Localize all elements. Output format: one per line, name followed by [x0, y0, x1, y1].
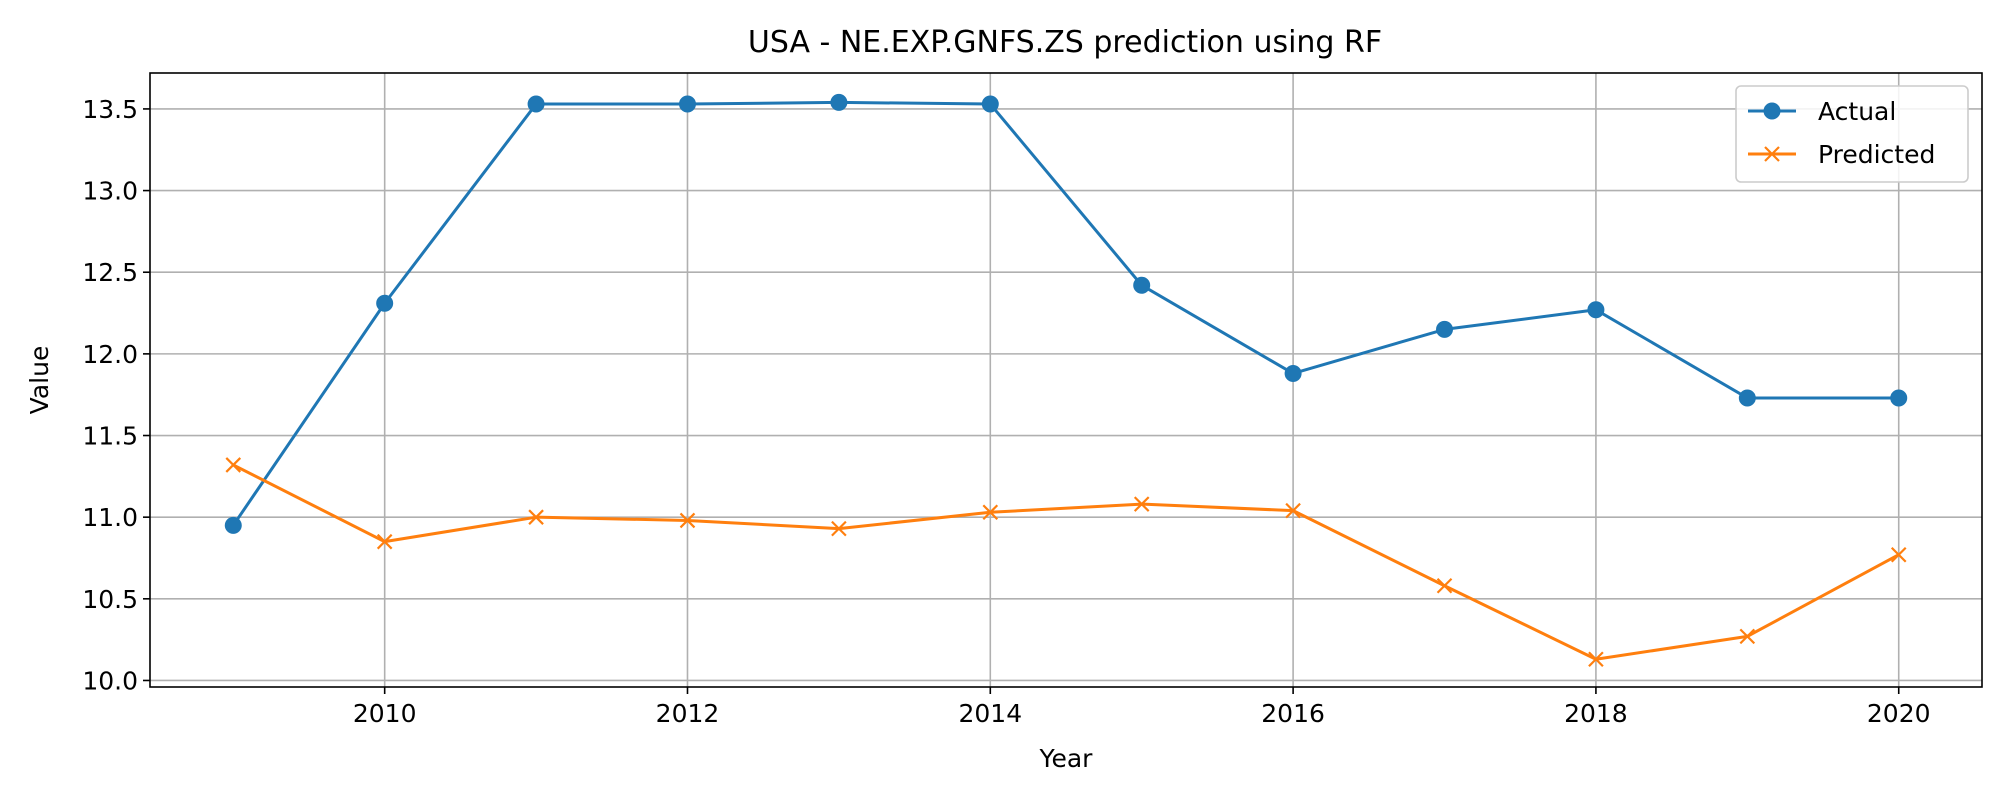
axis-ticks: 2010 2012 2014 2016 2018 2020 10.0 10.5 11.0 11.5…: [82, 95, 1930, 728]
data-point-actual: [1284, 364, 1302, 382]
data-point-predicted: [831, 520, 847, 537]
data-point-actual: [1436, 320, 1454, 338]
data-point-predicted: [1588, 651, 1604, 668]
data-point-predicted: [1890, 546, 1907, 563]
data-point-actual: [527, 95, 545, 113]
data-point-predicted: [1133, 496, 1150, 512]
data-point-actual: [981, 95, 999, 113]
y-tick-label: 10.5: [82, 585, 138, 614]
x-marker-stroke: [225, 457, 242, 473]
legend-label-actual: Actual: [1818, 97, 1896, 126]
x-axis-label: Year: [1039, 744, 1094, 773]
chart-title: USA - NE.EXP.GNFS.ZS prediction using RF: [748, 25, 1382, 60]
x-tick-label: 2018: [1564, 699, 1628, 728]
x-marker-stroke: [1285, 502, 1301, 519]
data-point-predicted: [1436, 577, 1453, 594]
y-tick-label: 12.0: [82, 340, 138, 369]
x-tick-label: 2014: [958, 699, 1022, 728]
y-tick-label: 13.0: [82, 177, 138, 206]
y-tick-label: 11.0: [82, 503, 138, 532]
data-point-predicted: [528, 509, 544, 525]
data-point-actual: [376, 294, 394, 312]
y-tick-label: 13.5: [82, 95, 138, 124]
series-line-actual: [232, 100, 1899, 527]
plot-frame: [149, 72, 1983, 688]
x-marker-stroke: [1133, 496, 1150, 512]
data-point-predicted: [376, 533, 393, 550]
x-tick-label: 2016: [1261, 699, 1325, 728]
x-marker-stroke: [1739, 628, 1756, 645]
data-point-actual: [1587, 301, 1605, 319]
x-marker-stroke: [831, 520, 847, 537]
x-marker-stroke: [1588, 651, 1604, 668]
legend-marker-predicted: [1764, 146, 1780, 162]
series-predicted: [225, 457, 1907, 668]
data-point-actual: [1133, 276, 1151, 294]
x-marker-stroke: [1890, 546, 1907, 563]
series-group: [224, 93, 1908, 668]
legend-marker-actual: [1763, 102, 1781, 120]
y-axis-label: Value: [25, 346, 54, 415]
x-marker-stroke: [982, 504, 999, 521]
x-tick-label: 2012: [656, 699, 720, 728]
data-point-actual: [224, 516, 242, 534]
x-marker-stroke: [528, 509, 544, 525]
legend-label-predicted: Predicted: [1818, 140, 1935, 169]
y-tick-label: 11.5: [82, 422, 138, 451]
x-tick-label: 2010: [353, 699, 417, 728]
series-line-predicted: [232, 463, 1900, 661]
legend: Actual Predicted: [1735, 85, 1969, 183]
series-actual: [224, 93, 1908, 534]
data-point-actual: [678, 95, 696, 113]
x-marker-stroke: [679, 512, 696, 529]
data-point-predicted: [1285, 502, 1301, 519]
data-point-actual: [1738, 389, 1756, 407]
x-marker-stroke: [376, 533, 393, 550]
data-point-predicted: [679, 512, 696, 529]
x-marker-stroke: [1764, 146, 1780, 162]
x-tick-label: 2020: [1867, 699, 1931, 728]
grid: [150, 73, 1982, 687]
y-tick-label: 10.0: [82, 666, 138, 695]
data-point-predicted: [1739, 628, 1756, 645]
data-point-actual: [1890, 389, 1908, 407]
data-point-actual: [830, 93, 848, 111]
y-tick-label: 12.5: [82, 258, 138, 287]
data-point-predicted: [225, 457, 242, 473]
data-point-predicted: [982, 504, 999, 521]
x-marker-stroke: [1436, 577, 1453, 594]
